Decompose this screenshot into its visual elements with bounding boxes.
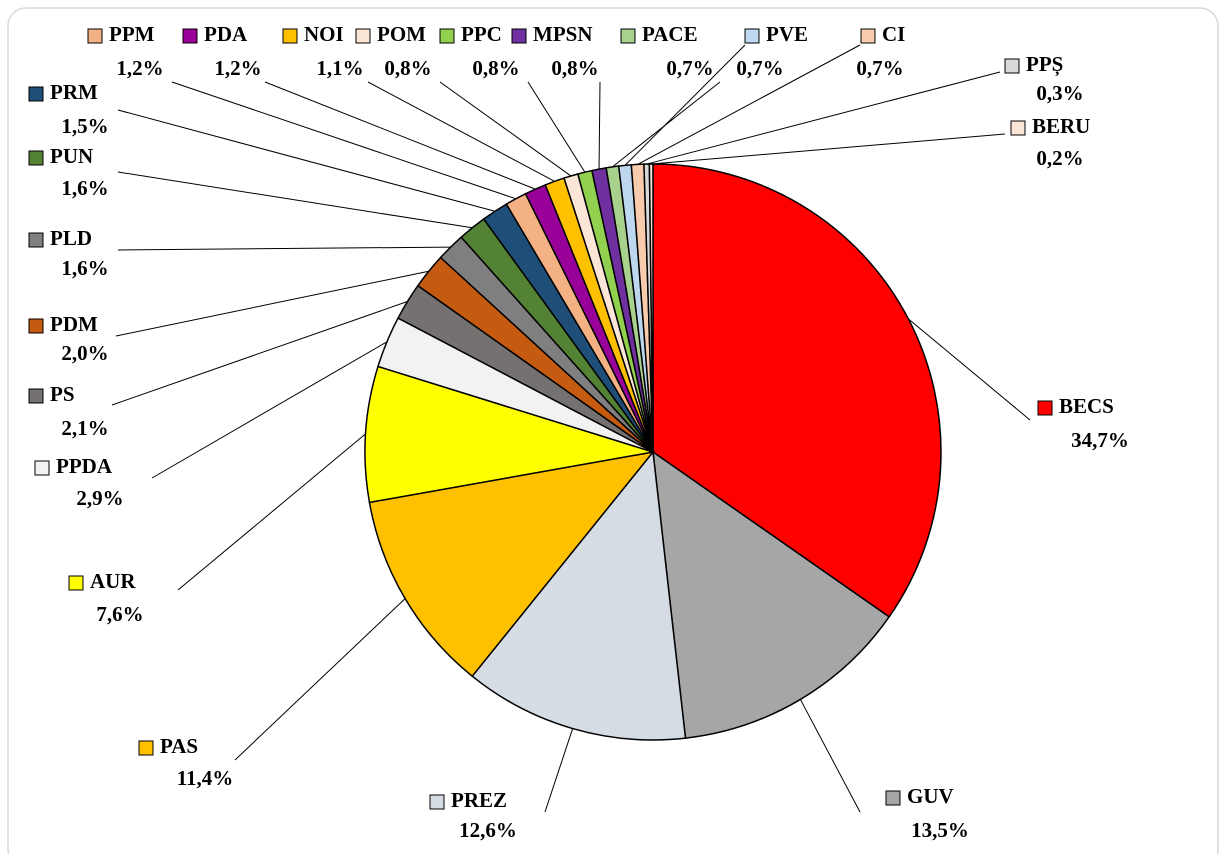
leader-line [151, 341, 388, 479]
legend-swatch [355, 28, 371, 44]
legend-swatch [28, 86, 44, 102]
category-label: POM [377, 22, 426, 46]
legend-swatch [28, 232, 44, 248]
category-label: PVE [766, 22, 808, 46]
category-label: PDM [50, 312, 98, 336]
legend-swatch [439, 28, 455, 44]
value-label: 1,6% [61, 176, 108, 200]
value-label: 2,9% [76, 486, 123, 510]
legend-swatch [68, 575, 84, 591]
value-label: 0,8% [472, 56, 519, 80]
category-label: PPDA [56, 454, 113, 478]
value-label: 2,0% [61, 341, 108, 365]
pie-slice [652, 163, 942, 618]
leader-line [598, 81, 601, 170]
leader-line [171, 81, 517, 200]
pie-slice [368, 450, 655, 678]
category-label: BERU [1032, 114, 1090, 138]
value-label: 0,8% [384, 56, 431, 80]
leader-line [637, 44, 861, 165]
category-label: PREZ [451, 788, 507, 812]
leader-line [439, 81, 572, 177]
legend-swatch [511, 28, 527, 44]
value-label: 1,2% [214, 56, 261, 80]
category-label: AUR [90, 569, 136, 593]
leader-line [117, 246, 451, 251]
category-label: MPSN [533, 22, 593, 46]
legend-swatch [28, 388, 44, 404]
category-label: PPȘ [1026, 52, 1063, 77]
legend-swatch [1004, 58, 1020, 74]
value-label: 13,5% [911, 818, 969, 842]
category-label: BECS [1059, 394, 1114, 418]
value-label: 34,7% [1071, 428, 1129, 452]
legend-swatch [429, 794, 445, 810]
pie-slice [471, 450, 687, 741]
legend-swatch [885, 790, 901, 806]
leader-line [234, 598, 406, 761]
value-label: 0,7% [666, 56, 713, 80]
value-label: 2,1% [61, 416, 108, 440]
legend-swatch [744, 28, 760, 44]
category-label: CI [882, 22, 905, 46]
leader-line [908, 318, 1031, 421]
value-label: 11,4% [177, 766, 234, 790]
value-label: 0,8% [551, 56, 598, 80]
leader-line [651, 133, 1006, 165]
legend-swatch [182, 28, 198, 44]
value-label: 12,6% [459, 818, 517, 842]
leader-line [527, 81, 586, 173]
value-label: 0,7% [736, 56, 783, 80]
legend-swatch [28, 150, 44, 166]
value-label: 1,5% [61, 114, 108, 138]
leader-line [111, 301, 408, 406]
leader-line [799, 699, 861, 813]
legend-swatch [1010, 120, 1026, 136]
legend-swatch [87, 28, 103, 44]
legend-swatch [34, 460, 50, 476]
leader-line [367, 81, 555, 182]
legend-swatch [138, 740, 154, 756]
category-label: PPC [461, 22, 502, 46]
value-label: 0,7% [856, 56, 903, 80]
leader-line [115, 270, 429, 337]
legend-swatch [28, 318, 44, 334]
value-label: 0,2% [1036, 146, 1083, 170]
leader-line [264, 81, 536, 190]
category-label: GUV [907, 784, 954, 808]
category-label: PDA [204, 22, 248, 46]
category-label: PUN [50, 144, 93, 168]
category-label: PACE [642, 22, 698, 46]
legend-swatch [282, 28, 298, 44]
leader-line [544, 728, 574, 813]
legend-swatch [860, 28, 876, 44]
value-label: 0,3% [1036, 81, 1083, 105]
value-label: 1,6% [61, 256, 108, 280]
leader-line [117, 109, 496, 212]
legend-swatch [620, 28, 636, 44]
leader-line [624, 44, 746, 166]
legend-swatch [1037, 400, 1053, 416]
value-label: 1,2% [116, 56, 163, 80]
category-label: NOI [304, 22, 344, 46]
leader-line [117, 171, 473, 229]
category-label: PAS [160, 734, 198, 758]
category-label: PPM [109, 22, 155, 46]
value-label: 1,1% [316, 56, 363, 80]
leader-line [177, 433, 366, 591]
pie-slice [652, 450, 891, 739]
leader-line [646, 71, 1001, 165]
category-label: PS [50, 382, 75, 406]
value-label: 7,6% [96, 602, 143, 626]
category-label: PLD [50, 226, 92, 250]
category-label: PRM [50, 80, 98, 104]
